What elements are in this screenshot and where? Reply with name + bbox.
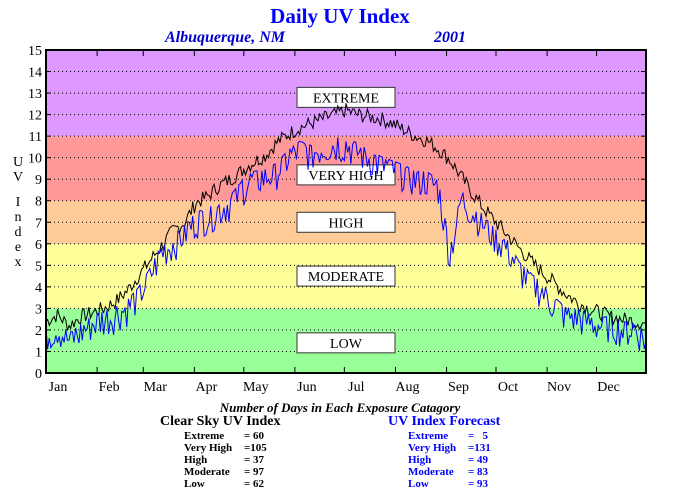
- row-label: High: [184, 454, 208, 466]
- forecast-header: UV Index Forecast: [388, 414, 501, 429]
- row-label: High: [408, 454, 432, 466]
- y-tick-label: 9: [35, 173, 42, 188]
- summary-title: Number of Days in Each Exposure Catagory: [219, 400, 461, 415]
- y-axis-label-letter: d: [15, 225, 22, 240]
- x-tick-label: Mar: [144, 380, 168, 395]
- x-tick-label: Jun: [297, 380, 316, 395]
- x-tick-label: Sep: [448, 380, 469, 395]
- x-tick-label: Nov: [547, 380, 571, 395]
- y-axis-label-letter: n: [15, 210, 22, 225]
- plot-frame: [45, 49, 647, 374]
- band-label-box: [296, 332, 396, 354]
- y-tick-label: 8: [35, 195, 42, 210]
- y-axis-label-letter: V: [13, 170, 23, 185]
- band-labels: LOW MODERATE HIGH VERY HIGH EXTREME: [296, 86, 396, 354]
- band-label: MODERATE: [308, 270, 384, 285]
- y-axis-label-letter: U: [13, 155, 23, 170]
- clear-sky-header: Clear Sky UV Index: [160, 414, 281, 429]
- y-tick-label: 3: [35, 302, 42, 317]
- row-value: = 5: [468, 430, 489, 442]
- y-tick-label: 7: [35, 216, 42, 231]
- table-row: Very High =105: [184, 442, 267, 454]
- row-value: = 93: [468, 478, 489, 490]
- y-tick-label: 6: [35, 238, 42, 253]
- clear-sky-table: Extreme = 60 Very High =105 High = 37 Moder…: [184, 430, 267, 490]
- table-row: Extreme = 60: [184, 430, 267, 442]
- grid-lines: [46, 71, 646, 352]
- y-axis-label-letter: x: [15, 255, 22, 270]
- series-line-clear-sky: [45, 103, 647, 331]
- y-tick-label: 0: [35, 367, 42, 382]
- row-value: = 97: [244, 466, 265, 478]
- x-tick-label: Aug: [395, 380, 419, 395]
- row-value: = 83: [468, 466, 489, 478]
- y-axis-label-letter: e: [15, 240, 21, 255]
- table-row: Low = 62: [184, 478, 267, 490]
- y-axis-label-letter: I: [16, 195, 21, 210]
- row-value: =131: [468, 442, 491, 454]
- table-row: High = 37: [184, 454, 267, 466]
- y-tick-label: 2: [35, 324, 42, 339]
- row-value: = 49: [468, 454, 489, 466]
- series-lines: [45, 103, 647, 351]
- x-tick-label: Jul: [348, 380, 364, 395]
- y-tick-label: 5: [35, 259, 42, 274]
- row-label: Moderate: [184, 466, 230, 478]
- row-label: Low: [408, 478, 429, 490]
- band-label: EXTREME: [313, 91, 379, 106]
- y-tick-label: 11: [29, 130, 42, 145]
- y-tick-label: 15: [28, 44, 42, 59]
- x-tick-label: Dec: [597, 380, 620, 395]
- row-label: Very High: [184, 442, 233, 454]
- chart-location: Albuquerque, NM: [164, 29, 286, 46]
- x-tick-label: Oct: [498, 380, 518, 395]
- y-tick-label: 1: [35, 345, 42, 360]
- row-value: = 37: [244, 454, 265, 466]
- table-row: Moderate = 83: [408, 466, 491, 478]
- row-label: Extreme: [184, 430, 225, 442]
- row-value: = 62: [244, 478, 265, 490]
- series-line-forecast: [45, 137, 647, 351]
- table-row: High = 49: [408, 454, 491, 466]
- x-tick-label: Feb: [99, 380, 120, 395]
- row-label: Extreme: [408, 430, 449, 442]
- table-row: Moderate = 97: [184, 466, 267, 478]
- chart-title: Daily UV Index: [270, 4, 410, 28]
- clear-sky-summary: Clear Sky UV Index Extreme = 60 Very High…: [160, 414, 280, 490]
- row-label: Low: [184, 478, 205, 490]
- chart-year: 2001: [433, 29, 466, 46]
- y-tick-label: 13: [28, 87, 42, 102]
- x-tick-label: May: [243, 380, 269, 395]
- x-tick-label: Jan: [49, 380, 68, 395]
- y-tick-label: 4: [35, 281, 42, 296]
- band-label: HIGH: [329, 216, 364, 231]
- band-label-box: [296, 211, 396, 233]
- x-axis-ticks: Jan Feb Mar Apr May Jun Jul Aug Sep Oct Nov Dec: [45, 50, 620, 395]
- band-label-box: [296, 265, 396, 287]
- forecast-summary: UV Index Forecast Extreme = 5 Very High =1…: [388, 414, 500, 490]
- band-label: LOW: [330, 337, 363, 352]
- band-label: VERY HIGH: [308, 169, 383, 184]
- x-tick-label: Apr: [195, 380, 217, 395]
- y-tick-label: 12: [28, 109, 42, 124]
- table-row: Very High =131: [408, 442, 491, 454]
- table-row: Low = 93: [408, 478, 491, 490]
- row-label: Very High: [408, 442, 457, 454]
- y-tick-label: 10: [28, 152, 42, 167]
- row-value: = 60: [244, 430, 265, 442]
- row-value: =105: [244, 442, 267, 454]
- row-label: Moderate: [408, 466, 454, 478]
- table-row: Extreme = 5: [408, 430, 491, 442]
- forecast-table: Extreme = 5 Very High =131 High = 49 Modera…: [408, 430, 491, 490]
- y-tick-label: 14: [28, 66, 42, 81]
